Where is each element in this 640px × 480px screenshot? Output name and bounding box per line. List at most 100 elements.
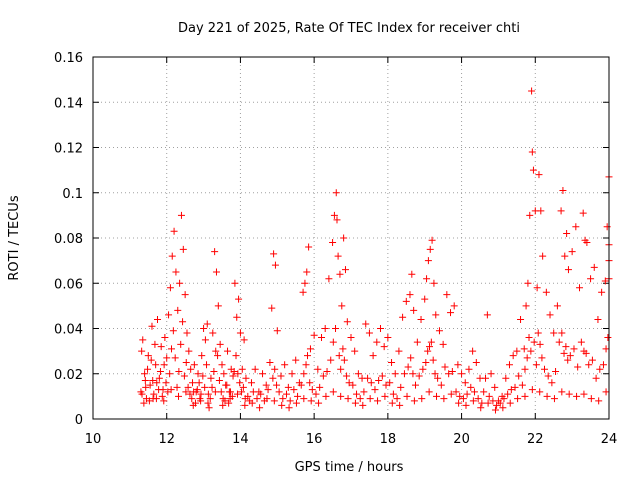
- data-point: [462, 401, 470, 409]
- data-point: [268, 304, 276, 312]
- data-point: [340, 356, 348, 364]
- data-point: [391, 370, 399, 378]
- data-point: [335, 352, 343, 360]
- data-point: [573, 392, 581, 400]
- data-point: [141, 370, 149, 378]
- data-point: [275, 388, 283, 396]
- data-point: [185, 347, 193, 355]
- data-point: [162, 379, 170, 387]
- data-point: [343, 318, 351, 326]
- data-point: [369, 352, 377, 360]
- data-point: [312, 390, 320, 398]
- data-point: [307, 397, 315, 405]
- data-point: [277, 372, 285, 380]
- data-point: [304, 352, 312, 360]
- data-point: [428, 236, 436, 244]
- data-point: [555, 338, 563, 346]
- data-point: [294, 392, 302, 400]
- x-tick-label: 18: [380, 432, 397, 447]
- data-point: [402, 297, 410, 305]
- data-point: [315, 399, 323, 407]
- data-point: [171, 354, 179, 362]
- data-point: [415, 372, 423, 380]
- data-point: [139, 336, 147, 344]
- data-point: [559, 186, 567, 194]
- data-point: [150, 390, 158, 398]
- data-point: [229, 372, 237, 380]
- data-point: [334, 252, 342, 260]
- data-point: [356, 395, 364, 403]
- data-point: [523, 354, 531, 362]
- data-point: [206, 395, 214, 403]
- data-point: [292, 356, 300, 364]
- data-point: [513, 347, 521, 355]
- data-point: [271, 365, 279, 373]
- data-point: [147, 356, 155, 364]
- data-point: [585, 361, 593, 369]
- data-point: [482, 374, 490, 382]
- data-point: [203, 320, 211, 328]
- data-point: [507, 386, 515, 394]
- data-point: [330, 211, 338, 219]
- data-point: [403, 392, 411, 400]
- data-point: [367, 379, 375, 387]
- data-point: [458, 370, 466, 378]
- data-point: [534, 329, 542, 337]
- data-point: [310, 331, 318, 339]
- x-tick-label: 20: [453, 432, 470, 447]
- data-point: [205, 404, 213, 412]
- data-point: [142, 383, 150, 391]
- data-point: [412, 381, 419, 389]
- data-point: [557, 207, 565, 215]
- y-tick-label: 0.06: [54, 277, 83, 292]
- data-point: [273, 381, 281, 389]
- data-point: [273, 327, 281, 335]
- data-point: [410, 397, 418, 405]
- data-point: [231, 279, 239, 287]
- data-point: [527, 347, 535, 355]
- data-point: [256, 404, 264, 412]
- data-point: [270, 250, 278, 258]
- data-point: [177, 211, 185, 219]
- data-point: [563, 229, 571, 237]
- data-point: [535, 171, 543, 179]
- data-point: [477, 404, 485, 412]
- data-point: [168, 345, 176, 353]
- data-point: [167, 386, 175, 394]
- data-point: [582, 349, 590, 357]
- data-point: [472, 358, 480, 366]
- data-point: [318, 334, 326, 342]
- data-point: [353, 390, 361, 398]
- data-point: [565, 390, 573, 398]
- data-point: [450, 302, 458, 310]
- data-point: [445, 370, 453, 378]
- data-point: [214, 352, 222, 360]
- data-point: [382, 381, 390, 389]
- data-point: [483, 311, 491, 319]
- data-point: [281, 361, 289, 369]
- x-tick-label: 12: [158, 432, 175, 447]
- data-point: [484, 399, 492, 407]
- data-point: [146, 381, 154, 389]
- data-point: [406, 291, 414, 299]
- data-point: [478, 399, 486, 407]
- data-point: [574, 363, 582, 371]
- x-tick-label: 14: [232, 432, 249, 447]
- data-point: [351, 347, 359, 355]
- data-point: [144, 352, 152, 360]
- data-point: [155, 374, 163, 382]
- data-point: [286, 397, 294, 405]
- data-point: [226, 395, 234, 403]
- data-point: [323, 367, 331, 375]
- data-point: [197, 390, 205, 398]
- data-point: [579, 209, 587, 217]
- data-point: [553, 302, 561, 310]
- data-point: [232, 352, 240, 360]
- data-point: [506, 399, 514, 407]
- data-point: [284, 383, 292, 391]
- data-point: [528, 87, 536, 95]
- data-point: [257, 390, 265, 398]
- data-point: [271, 261, 279, 269]
- data-point: [351, 399, 359, 407]
